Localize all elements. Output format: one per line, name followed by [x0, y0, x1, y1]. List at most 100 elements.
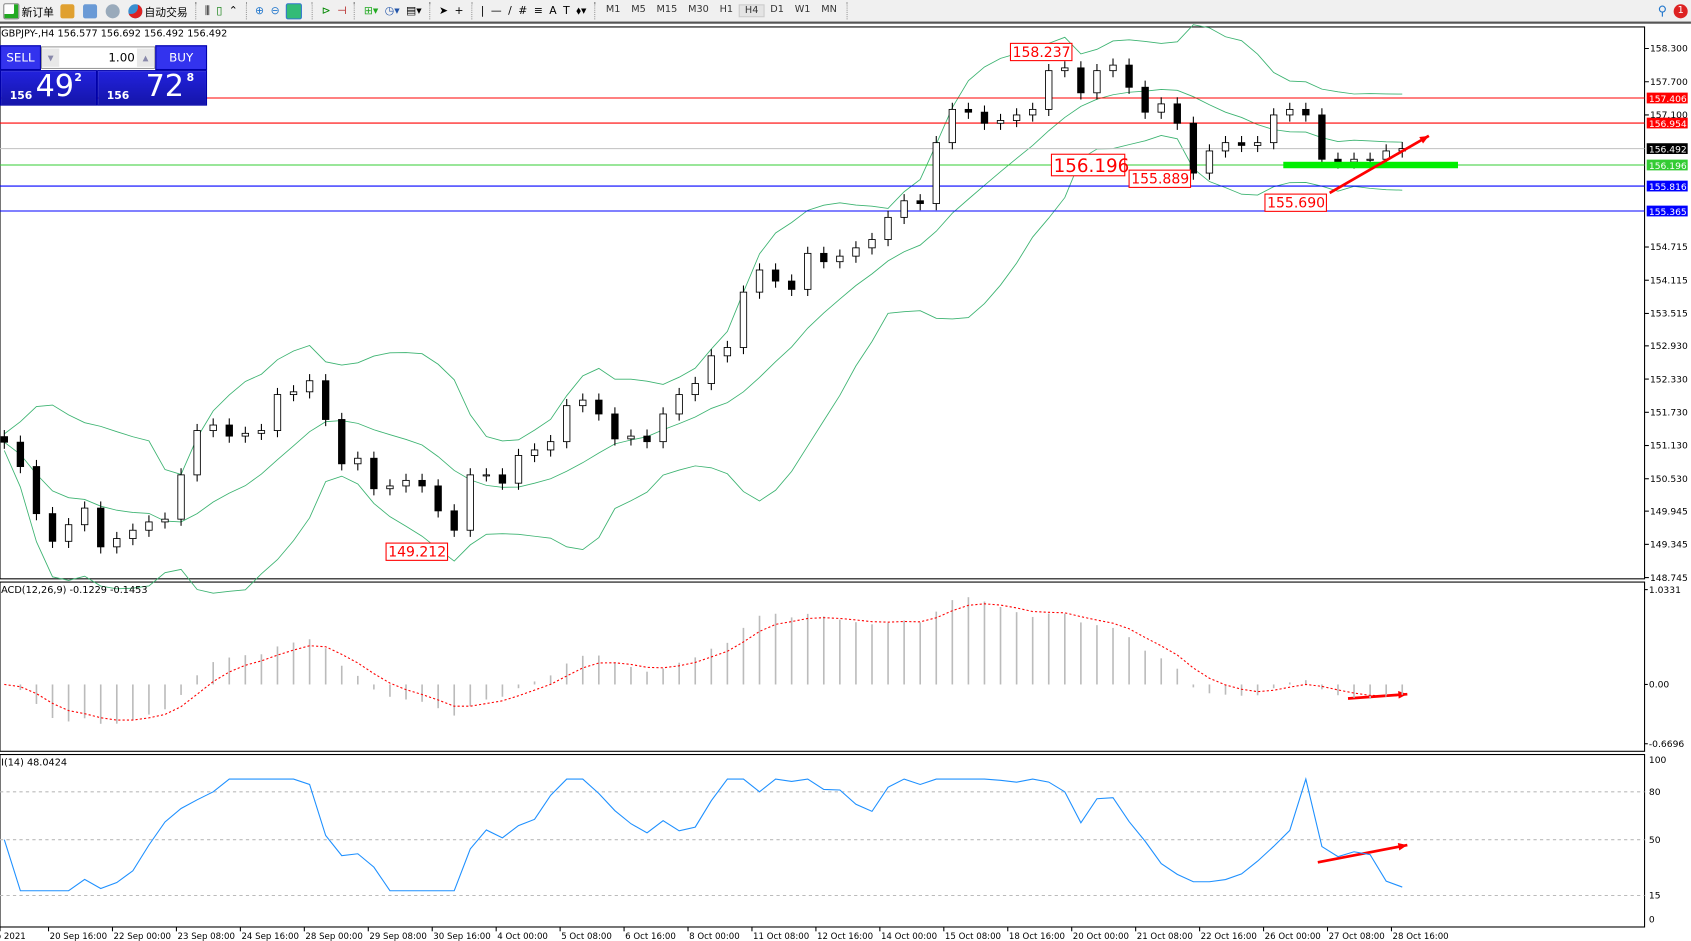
sell-price[interactable]: 156 49 2	[0, 68, 98, 106]
indicators-button[interactable]: ⊞▾	[363, 4, 379, 17]
bear-candle	[1237, 142, 1246, 146]
timeframe-h4[interactable]: H4	[738, 4, 765, 18]
bull-candle	[177, 474, 185, 520]
separator	[354, 2, 356, 20]
notifications-button[interactable]: 1	[1670, 1, 1690, 20]
bull-candle	[1205, 150, 1214, 174]
rsi-tick-label: 50	[1649, 835, 1661, 846]
timeframe-h1[interactable]: H1	[719, 4, 734, 16]
buy-button[interactable]: BUY	[155, 45, 208, 71]
bull-candle	[354, 457, 362, 465]
price-tick-label: 149.945	[1650, 506, 1688, 517]
timeframe-w1[interactable]: W1	[794, 4, 811, 16]
bear-candle	[16, 441, 25, 467]
timeframe-m5[interactable]: M5	[631, 4, 646, 16]
chart-area[interactable]: 157.406 156.954 156.492 156.196 155.816 155.3…	[0, 24, 1691, 941]
bull-candle	[1270, 114, 1278, 144]
channel-button[interactable]: #	[518, 4, 528, 17]
bull-candle	[482, 474, 491, 477]
candlestick-button[interactable]: ▯	[216, 4, 223, 17]
one-click-trading-panel: SELL ▼ ▲ BUY 156 49 2 156 72 8	[0, 45, 208, 106]
lot-decrease-button[interactable]: ▼	[42, 48, 60, 67]
navigator-button[interactable]	[57, 1, 80, 20]
macd-signal-line	[4, 603, 1403, 721]
arrows-button[interactable]: ⬧▾	[576, 4, 587, 17]
notification-badge: 1	[1673, 3, 1688, 18]
bull-candle	[402, 479, 410, 487]
time-label: 24 Sep 16:00	[241, 932, 298, 941]
bull-candle	[723, 347, 732, 357]
bull-candle	[1061, 67, 1069, 72]
rsi-label: I(14) 48.0424	[1, 757, 68, 769]
separator	[594, 2, 596, 20]
fibonacci-button[interactable]: ≡	[533, 4, 543, 17]
price-tag	[1646, 143, 1688, 155]
macd-label: ACD(12,26,9) -0.1229 -0.1453	[1, 585, 148, 597]
signals-button[interactable]	[102, 1, 125, 20]
chart-shift-button[interactable]: ⊣	[337, 4, 347, 17]
bear-candle	[595, 399, 603, 415]
toolbar: 新订单 自动交易 ⫼ ▯ ⌃ ⊕ ⊖ ⊳ ⊣ ⊞▾ ◷▾ ▤▾ ➤ + | — …	[0, 0, 1691, 24]
timeframe-mn[interactable]: MN	[821, 4, 837, 16]
auto-trading-button[interactable]: 自动交易	[125, 1, 191, 20]
lot-increase-button[interactable]: ▲	[136, 48, 155, 67]
timeframe-m30[interactable]: M30	[688, 4, 709, 16]
terminal-button[interactable]	[80, 1, 103, 20]
price-tag	[1646, 205, 1688, 217]
separator	[311, 2, 314, 20]
bear-candle	[771, 269, 780, 282]
bull-candle	[466, 474, 474, 531]
bear-candle	[434, 485, 442, 512]
tile-windows-button[interactable]	[283, 1, 308, 20]
bull-candle	[1350, 158, 1358, 163]
trend-arrow-macd-head	[1398, 691, 1408, 699]
bull-candle	[579, 399, 587, 407]
bollinger-upper-band	[4, 24, 1403, 475]
bear-candle	[964, 108, 973, 113]
lot-input[interactable]	[59, 50, 137, 65]
vertical-line-button[interactable]: |	[480, 4, 485, 17]
timeframe-bar: M1 M5 M15 M30 H1 H4 D1 W1 MN	[600, 4, 842, 18]
bear-candle	[980, 111, 989, 124]
rsi-line	[3, 777, 1403, 892]
buy-price[interactable]: 156 72 8	[97, 68, 208, 106]
zoom-in-button[interactable]: ⊕	[255, 4, 265, 17]
search-button[interactable]: ⚲	[1657, 3, 1668, 19]
price-tag-label: 156.196	[1649, 161, 1687, 172]
autoscroll-button[interactable]: ⊳	[321, 4, 331, 17]
rsi-tick-label: 15	[1649, 891, 1661, 902]
cursor-button[interactable]: ➤	[438, 4, 448, 17]
time-label: 26 Oct 00:00	[1265, 932, 1321, 941]
crosshair-button[interactable]: +	[454, 4, 464, 17]
timeframe-m1[interactable]: M1	[605, 4, 621, 16]
text-button[interactable]: A	[549, 4, 557, 17]
text-label-button[interactable]: T	[563, 4, 570, 17]
templates-button[interactable]: ▤▾	[406, 4, 422, 17]
price-annotation: 156.196	[1054, 156, 1130, 177]
time-label: 12 Oct 16:00	[817, 932, 873, 941]
new-order-button[interactable]: 新订单	[0, 1, 57, 20]
bull-candle	[257, 430, 266, 434]
bar-chart-button[interactable]: ⫼	[204, 4, 210, 17]
sell-button[interactable]: SELL	[0, 45, 41, 71]
bull-candle	[852, 247, 860, 257]
time-label: 6 Oct 16:00	[625, 932, 676, 941]
trendline-button[interactable]: /	[508, 4, 512, 17]
macd-tick-label: -0.6696	[1649, 739, 1685, 750]
bull-candle	[64, 524, 73, 542]
horizontal-line-button[interactable]: —	[490, 4, 502, 17]
timeframe-m15[interactable]: M15	[656, 4, 678, 16]
bear-candle	[820, 252, 828, 263]
line-chart-button[interactable]: ⌃	[228, 4, 238, 17]
bull-candle	[129, 529, 137, 539]
bull-candle	[707, 355, 715, 384]
price-tick-label: 148.745	[1650, 573, 1688, 584]
separator	[471, 2, 473, 20]
bear-candle	[1125, 64, 1133, 88]
timeframe-d1[interactable]: D1	[770, 4, 784, 16]
bull-candle	[675, 394, 683, 415]
zoom-out-button[interactable]: ⊖	[270, 4, 280, 17]
separator	[846, 2, 849, 20]
periods-button[interactable]: ◷▾	[384, 4, 400, 17]
time-label: 27 Oct 08:00	[1329, 932, 1385, 941]
